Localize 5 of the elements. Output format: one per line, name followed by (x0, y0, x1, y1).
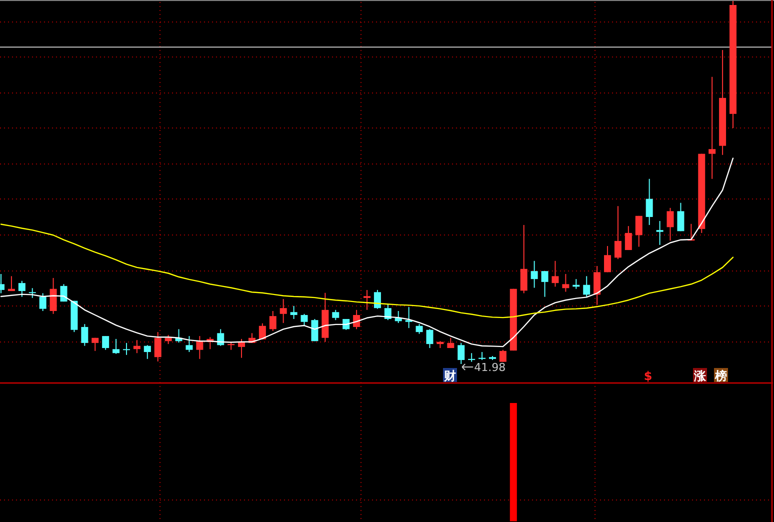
annotation: 41.98 (474, 361, 506, 374)
text: 涨 (693, 369, 707, 383)
text: $ (644, 369, 652, 383)
text: 榜 (714, 369, 727, 383)
text: 财 (443, 369, 456, 383)
